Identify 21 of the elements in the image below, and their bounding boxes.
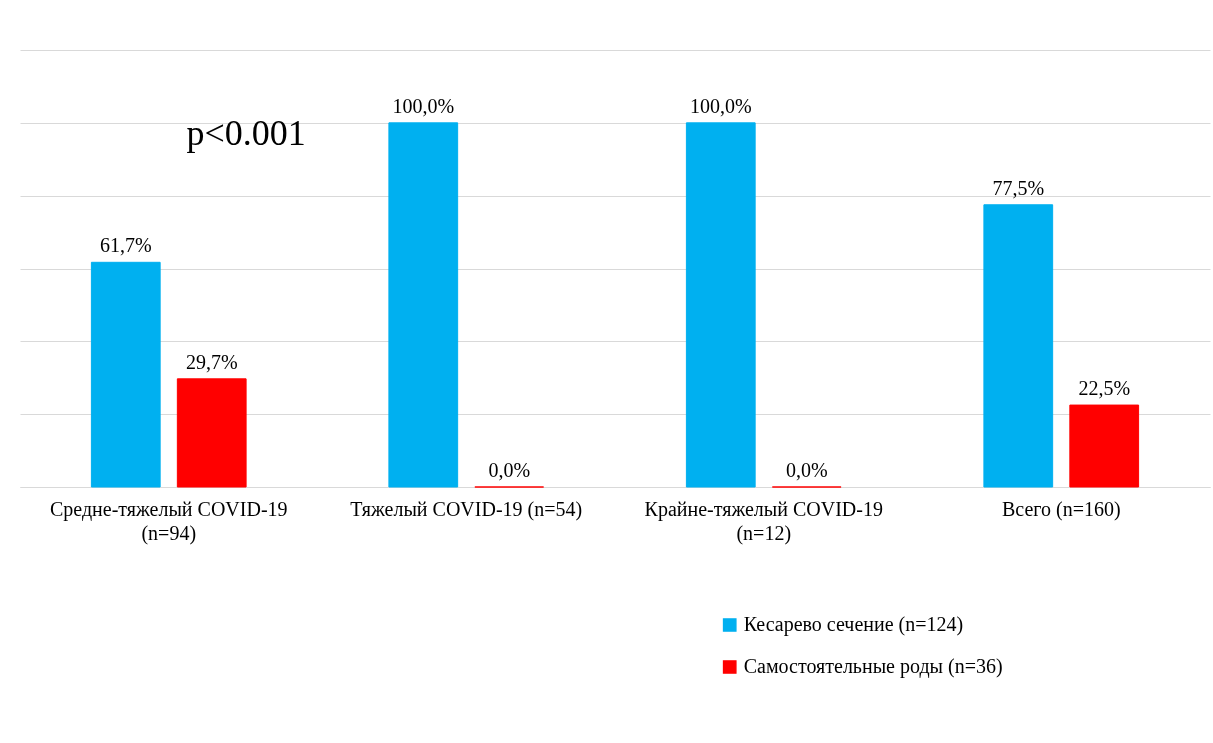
annotation: p<0.001 bbox=[186, 113, 306, 153]
data-label: 22,5% bbox=[1078, 377, 1131, 400]
data-label: 61,7% bbox=[99, 234, 152, 257]
data-label: 0,0% bbox=[785, 459, 828, 481]
bar bbox=[983, 204, 1054, 488]
x-tick-label: Средне-тяжелый COVID-19 (n=94) bbox=[49, 497, 288, 545]
x-tick-label: Всего (n=160) bbox=[1001, 497, 1121, 521]
legend-label: Кесарево сечение (n=124) bbox=[743, 613, 964, 636]
data-label: 29,7% bbox=[185, 350, 238, 373]
data-label: 77,5% bbox=[992, 176, 1045, 199]
bar bbox=[90, 261, 161, 488]
bar bbox=[176, 378, 247, 488]
bar bbox=[388, 122, 459, 488]
legend-label: Самостоятельные роды (n=36) bbox=[743, 655, 1003, 678]
bar bbox=[1069, 404, 1140, 488]
data-label: 100,0% bbox=[689, 94, 752, 117]
x-tick-label: Крайне-тяжелый COVID-19 (n=12) bbox=[644, 497, 883, 545]
data-label: 100,0% bbox=[392, 94, 455, 117]
bar bbox=[685, 122, 756, 488]
x-tick-label: Тяжелый COVID-19 (n=54) bbox=[350, 497, 583, 521]
data-label: 0,0% bbox=[488, 459, 531, 481]
